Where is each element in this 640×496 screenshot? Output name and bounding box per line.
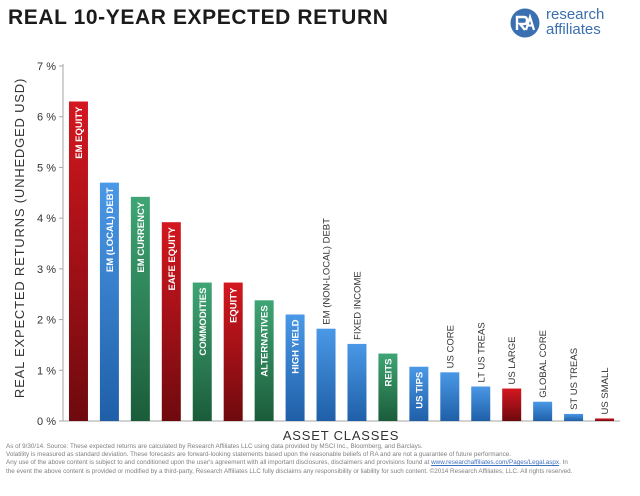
- footer-line-2: Volatility is measured as standard devia…: [6, 451, 511, 459]
- bar-category-label: GLOBAL CORE: [538, 330, 549, 398]
- y-tick-label: 2 %: [37, 315, 56, 327]
- bar-category-label: EAFE EQUITY: [167, 227, 178, 291]
- bar: [192, 282, 212, 421]
- bar: [471, 386, 491, 421]
- bar: [161, 222, 181, 421]
- logo-wordmark: research affiliates: [546, 7, 604, 37]
- bar: [378, 353, 398, 421]
- y-tick-label: 6 %: [37, 112, 56, 124]
- footer-line-1: As of 9/30/14. Source: These expected re…: [6, 443, 423, 450]
- bar-chart: 0 % 1 % 2 % 3 % 4 % 5 % 6 % 7 % EM EQUITY EM (LO…: [12, 61, 620, 440]
- bar-category-label: EM CURRENCY: [136, 201, 147, 272]
- y-tick-label: 5 %: [37, 162, 56, 174]
- bar: [254, 300, 274, 421]
- logo-line-2: affiliates: [546, 21, 601, 38]
- y-tick-label: 0 %: [37, 416, 56, 428]
- bar: [502, 388, 522, 421]
- bar-category-label: HIGH YIELD: [291, 319, 302, 373]
- bar-category-label: COMMODITIES: [198, 288, 209, 356]
- y-axis-label: REAL EXPECTED RETURNS (UNHEDGED USD): [12, 78, 27, 398]
- research-affiliates-logo: research affiliates: [510, 6, 636, 40]
- footer-line-3-end: . In: [559, 459, 568, 467]
- y-tick-label: 4 %: [37, 213, 56, 225]
- footer-line-3: Any use of the above content is subject …: [6, 459, 634, 467]
- footer-line-4: the event the above content is provided …: [6, 467, 573, 475]
- chart-title: REAL 10-YEAR EXPECTED RETURN: [8, 6, 389, 29]
- bar: [285, 314, 305, 421]
- footer-line-3-text: Any use of the above content is subject …: [6, 459, 432, 467]
- bar-category-label: EM EQUITY: [74, 106, 85, 159]
- x-axis-label: ASSET CLASSES: [283, 428, 399, 440]
- bar-category-label: ST US TREAS: [569, 348, 580, 410]
- bar: [409, 366, 429, 421]
- footer-disclaimer: As of 9/30/14. Source: These expected re…: [6, 443, 634, 476]
- bar-category-label: ALTERNATIVES: [260, 305, 271, 376]
- bar-category-label: FIXED INCOME: [352, 271, 363, 340]
- legal-link[interactable]: www.researchaffiliates.com/Pages/Legal.a…: [431, 459, 560, 467]
- bar: [440, 372, 460, 421]
- bar: [316, 328, 336, 421]
- bar-category-label: US CORE: [445, 325, 456, 368]
- bar: [533, 401, 553, 421]
- bar-category-label: EQUITY: [229, 287, 240, 323]
- ra-logo-icon: [510, 8, 540, 38]
- bar-category-label: EM (LOCAL) DEBT: [105, 187, 116, 272]
- bar: [99, 182, 119, 421]
- y-tick-label: 1 %: [37, 365, 56, 377]
- bar: [130, 196, 150, 421]
- bar: [347, 343, 367, 421]
- logo-line-1: research: [546, 6, 605, 23]
- bar-category-label: LT US TREAS: [476, 322, 487, 382]
- y-tick-label: 7 %: [37, 61, 56, 73]
- bar: [223, 282, 243, 421]
- bar: [595, 418, 615, 421]
- bar-category-label: REITS: [383, 359, 394, 387]
- bar-category-label: US SMALL: [600, 367, 611, 414]
- bar-category-label: US TIPS: [414, 372, 425, 409]
- y-tick-label: 3 %: [37, 264, 56, 276]
- bar-category-label: US LARGE: [507, 336, 518, 384]
- bar: [68, 101, 88, 421]
- bar: [564, 413, 584, 421]
- bar-category-label: EM (NON-LOCAL) DEBT: [322, 218, 333, 325]
